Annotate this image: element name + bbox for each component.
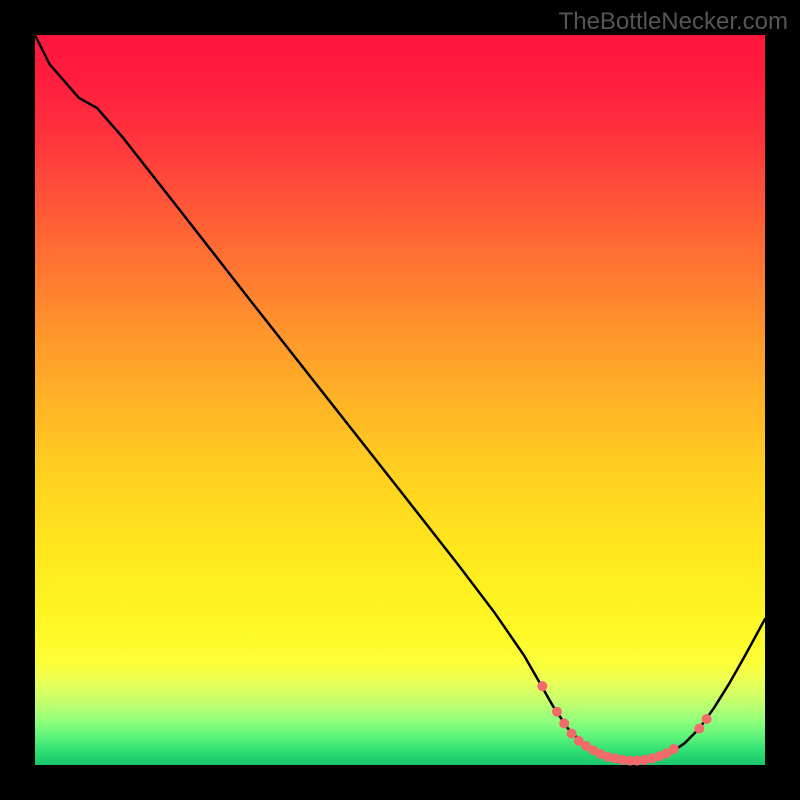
- marker-dot: [669, 744, 679, 754]
- marker-dot: [702, 714, 712, 724]
- marker-dot: [537, 681, 547, 691]
- curve-path: [35, 35, 765, 761]
- chart-svg: [35, 35, 765, 765]
- marker-group: [537, 681, 711, 765]
- marker-dot: [567, 729, 577, 739]
- marker-dot: [552, 707, 562, 717]
- plot-area: [35, 35, 765, 765]
- marker-dot: [559, 718, 569, 728]
- watermark-text: TheBottleNecker.com: [559, 8, 788, 36]
- marker-dot: [694, 724, 704, 734]
